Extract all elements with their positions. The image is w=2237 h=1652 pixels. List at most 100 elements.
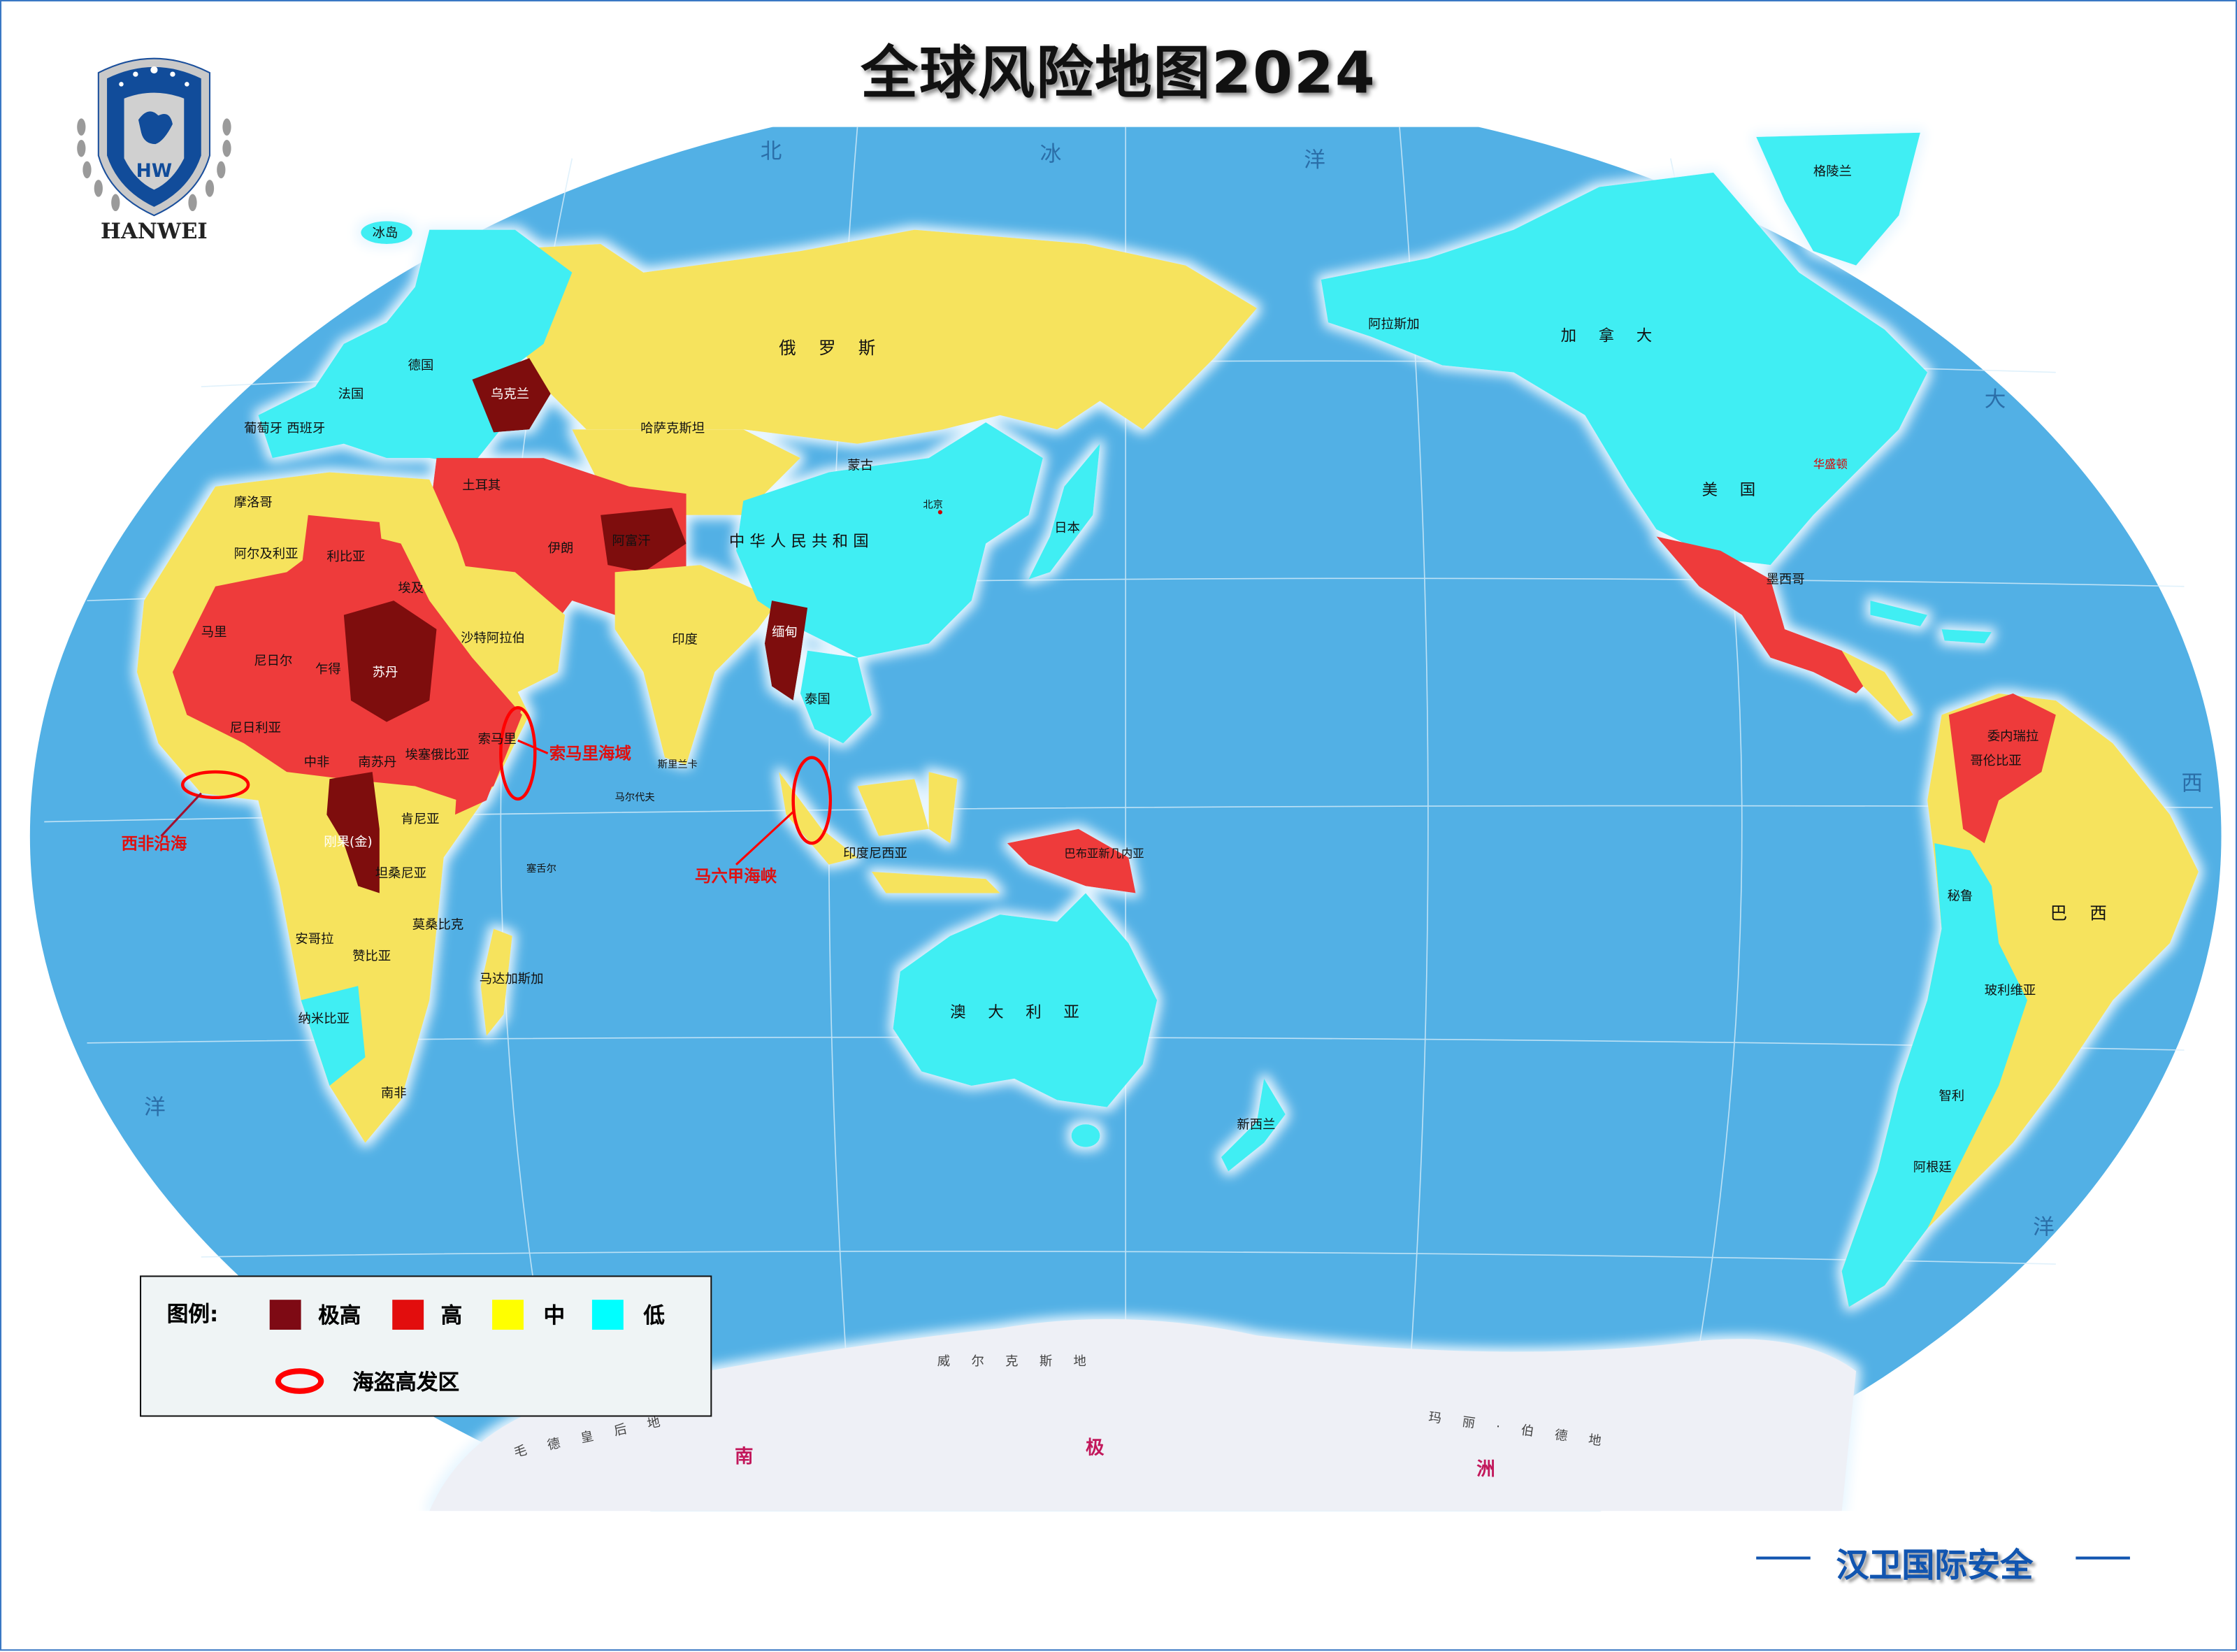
ocean-label: 冰: [1040, 143, 1062, 167]
country-label: 尼日尔: [254, 654, 292, 668]
legend-label: 高: [440, 1302, 463, 1328]
piracy-label-malacca: 马六甲海峡: [695, 866, 777, 886]
country-label: 葡萄牙: [244, 421, 282, 436]
region-china: [736, 422, 1043, 658]
region-india: [614, 565, 779, 765]
region-libya: [301, 515, 387, 601]
region-drc: [326, 772, 380, 893]
region-southern-africa: [301, 986, 366, 1086]
country-label: 哥伦比亚: [1970, 754, 2021, 768]
country-label: 马里: [201, 625, 227, 640]
region-russia: [472, 229, 1257, 444]
region-andes-low: [1841, 843, 2027, 1307]
piracy-label-west-africa: 西非沿海: [121, 833, 187, 853]
country-label: 索马里: [478, 732, 517, 747]
region-caribbean: [1870, 601, 1992, 644]
country-label: 日本: [1054, 521, 1080, 536]
place-label: 塞舌尔: [526, 862, 556, 875]
ocean-label: 大: [1985, 388, 2006, 412]
place-label: 马尔代夫: [615, 791, 655, 803]
country-label: 阿富汗: [612, 534, 651, 549]
hanwei-logo-icon: HW: [77, 57, 231, 217]
country-label: 新西兰: [1237, 1117, 1275, 1132]
country-label: 伊朗: [548, 541, 574, 556]
region-japan: [1028, 443, 1100, 580]
country-label: 埃塞俄比亚: [405, 748, 470, 763]
country-label: 美 国: [1702, 481, 1764, 499]
country-label: 冰岛: [373, 226, 398, 240]
legend-piracy-label: 海盗高发区: [352, 1370, 460, 1395]
region-tasmania: [1071, 1124, 1100, 1147]
region-venezuela-colombia: [1948, 693, 2056, 844]
region-australia: [893, 893, 1158, 1107]
country-label: 马达加斯加: [480, 972, 544, 986]
country-label: 利比亚: [326, 550, 365, 564]
country-label: 坦桑尼亚: [375, 866, 426, 881]
country-label: 西班牙: [287, 421, 325, 436]
region-iceland: [361, 221, 412, 244]
ocean-label: 洋: [1304, 148, 1325, 173]
legend-label: 极高: [318, 1302, 361, 1328]
country-label: 阿尔及利亚: [234, 547, 298, 561]
country-label: 缅甸: [772, 625, 798, 640]
country-label: 巴布亚新几内亚: [1064, 847, 1144, 861]
legend: 图例: 极高 高 中 低 海盗高发区: [139, 1275, 712, 1417]
place-labels: 北京 华盛顿 斯里兰卡 马尔代夫 塞舌尔: [526, 457, 1848, 875]
piracy-label-somalia: 索马里海域: [549, 744, 631, 763]
region-ukraine: [472, 358, 551, 433]
legend-swatch-medium: [492, 1300, 524, 1330]
antarctica-char: 极: [1086, 1437, 1105, 1459]
divider: [2076, 1556, 2130, 1560]
country-label: 格陵兰: [1813, 164, 1852, 179]
country-label: 泰国: [805, 692, 830, 707]
city-label-beijing: 北京: [923, 499, 943, 511]
country-label: 俄 罗 斯: [779, 338, 884, 358]
country-label: 澳 大 利 亚: [950, 1003, 1088, 1021]
region-myanmar: [764, 601, 808, 701]
country-label: 德国: [408, 359, 434, 373]
country-label: 苏丹: [373, 665, 398, 680]
legend-label: 低: [643, 1302, 666, 1328]
arrow-malacca: [735, 811, 794, 865]
legend-swatch-low: [591, 1300, 624, 1330]
country-label: 委内瑞拉: [1987, 729, 2038, 744]
ocean-label: 洋: [2033, 1215, 2055, 1240]
piracy-ring-malacca: [791, 756, 832, 845]
country-label: 南非: [381, 1086, 407, 1100]
country-label: 埃及: [398, 581, 424, 596]
footer-brand: 汉卫国际安全: [1756, 1535, 2130, 1585]
region-greenland: [1756, 132, 1920, 266]
country-label: 墨西哥: [1767, 573, 1805, 587]
country-label: 中 华 人 民 共 和 国: [729, 533, 869, 551]
country-label: 智利: [1939, 1089, 1964, 1103]
region-sahel: [172, 529, 522, 800]
legend-label: 中: [543, 1302, 566, 1328]
legend-swatch-extreme: [269, 1300, 301, 1330]
country-label: 乍得: [315, 662, 341, 677]
country-labels: 俄 罗 斯 哈萨克斯坦 蒙古 中 华 人 民 共 和 国 印度 伊朗 阿富汗 沙…: [201, 164, 2107, 1175]
ocean-label: 洋: [144, 1096, 166, 1120]
country-label: 肯尼亚: [401, 812, 439, 827]
country-label: 南苏丹: [358, 755, 396, 770]
region-madagascar: [480, 928, 512, 1036]
region-somalia: [455, 708, 522, 815]
country-label: 法国: [338, 387, 364, 401]
arrow-west-africa: [160, 792, 202, 837]
country-label: 中非: [304, 755, 330, 770]
country-label: 土耳其: [462, 478, 501, 493]
country-label: 印度尼西亚: [843, 847, 907, 861]
country-label: 加 拿 大: [1561, 326, 1661, 345]
region-se-asia: [800, 650, 872, 744]
country-label: 玻利维亚: [1985, 983, 2036, 998]
piracy-zones: [160, 705, 832, 865]
antarctica-char: 洲: [1476, 1458, 1495, 1480]
country-label: 乌克兰: [491, 387, 529, 401]
legend-swatch-high: [392, 1300, 424, 1330]
antarctica-char: 南: [735, 1446, 754, 1467]
svg-text:HW: HW: [136, 160, 172, 182]
region-png: [1007, 828, 1136, 893]
country-label: 赞比亚: [352, 949, 391, 963]
region-new-zealand: [1221, 1078, 1286, 1172]
